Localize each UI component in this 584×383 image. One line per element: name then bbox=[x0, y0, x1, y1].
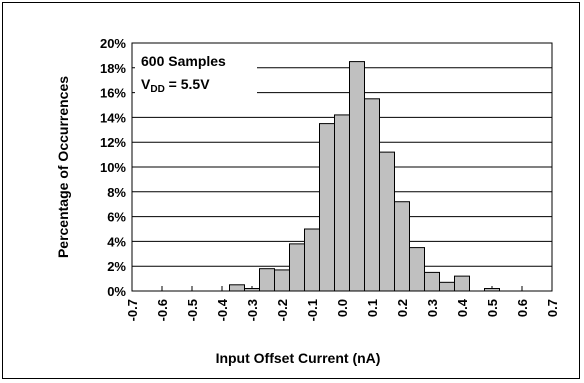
y-tick-label: 20% bbox=[100, 36, 126, 51]
y-tick-label: 12% bbox=[100, 135, 126, 150]
y-tick-labels: 0% 2% 4% 6% 8% 10% 12% 14% 16% 18% 20% bbox=[100, 36, 126, 299]
x-tick-label: 0.3 bbox=[425, 299, 440, 317]
x-tick-label: -0.6 bbox=[155, 299, 170, 321]
histogram-bar bbox=[289, 243, 305, 292]
x-tick-label: 0.2 bbox=[395, 299, 410, 317]
x-tick-label: 0.4 bbox=[455, 298, 470, 317]
y-tick-label: 18% bbox=[100, 61, 126, 76]
plot-area bbox=[131, 42, 553, 292]
y-axis-title: Percentage of Occurrences bbox=[55, 76, 71, 258]
annotation-supply-voltage: VDD = 5.5V bbox=[141, 76, 210, 95]
y-tick-label: 4% bbox=[107, 234, 126, 249]
annotation-sample-count: 600 Samples bbox=[141, 53, 226, 69]
chart-frame bbox=[2, 2, 580, 379]
y-tick-label: 2% bbox=[107, 259, 126, 274]
x-tick-label: -0.1 bbox=[305, 299, 320, 321]
histogram-bar bbox=[424, 271, 440, 292]
histogram-bar bbox=[364, 98, 380, 292]
histogram-bar bbox=[349, 61, 365, 292]
histogram-bar bbox=[319, 123, 335, 292]
x-tick-label: -0.7 bbox=[125, 299, 140, 321]
x-tick-label: -0.2 bbox=[275, 299, 290, 321]
x-tick-label: 0.7 bbox=[545, 299, 560, 317]
histogram-bar bbox=[259, 268, 275, 292]
x-tick-label: 0.0 bbox=[335, 299, 350, 317]
x-tick-label: 0.6 bbox=[515, 299, 530, 317]
x-tick-label: -0.3 bbox=[245, 299, 260, 321]
histogram-bar bbox=[334, 114, 350, 292]
histogram-bar bbox=[454, 275, 470, 292]
y-tick-label: 0% bbox=[107, 284, 126, 299]
y-tick-label: 6% bbox=[107, 210, 126, 225]
x-tick-label: -0.4 bbox=[215, 298, 230, 321]
y-tick-label: 10% bbox=[100, 160, 126, 175]
histogram-bar bbox=[274, 269, 290, 292]
histogram-bar bbox=[394, 201, 410, 292]
histogram-bar bbox=[439, 281, 455, 292]
x-tick-label: 0.1 bbox=[365, 299, 380, 317]
histogram-bar bbox=[304, 228, 320, 292]
bars bbox=[229, 61, 500, 292]
histogram-bar bbox=[229, 284, 245, 292]
x-tick-labels: -0.7 -0.6 -0.5 -0.4 -0.3 -0.2 -0.1 0.0 0.1 0.2 0.3… bbox=[125, 298, 560, 321]
histogram-bar bbox=[379, 151, 395, 292]
x-tick-label: 0.5 bbox=[485, 299, 500, 317]
y-tick-label: 8% bbox=[107, 185, 126, 200]
x-axis-title: Input Offset Current (nA) bbox=[216, 350, 381, 366]
y-tick-label: 16% bbox=[100, 86, 126, 101]
annotation-background bbox=[135, 44, 257, 97]
histogram-bar bbox=[409, 247, 425, 292]
y-tick-label: 14% bbox=[100, 110, 126, 125]
x-tick-label: -0.5 bbox=[185, 299, 200, 321]
